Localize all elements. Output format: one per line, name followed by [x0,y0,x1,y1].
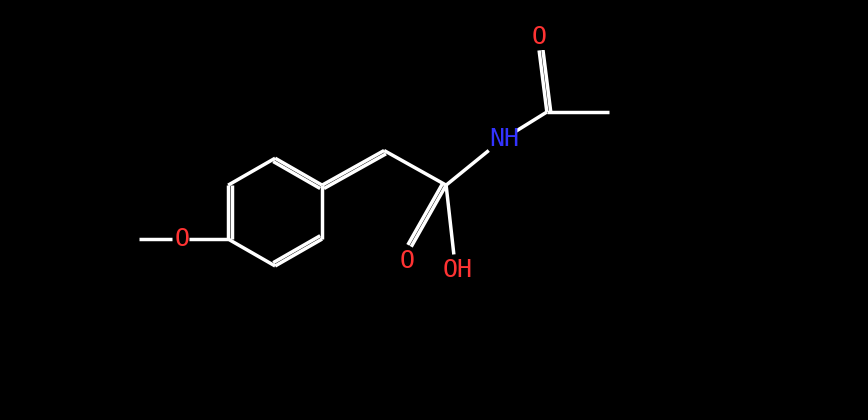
Text: NH: NH [490,127,519,151]
Text: OH: OH [443,258,473,282]
Text: O: O [174,227,189,251]
Text: O: O [400,249,415,273]
Text: O: O [531,24,547,49]
